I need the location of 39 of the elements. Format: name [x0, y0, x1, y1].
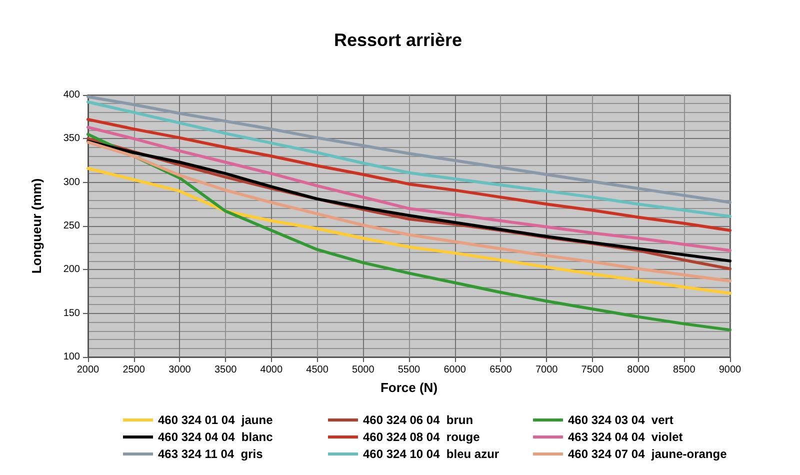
- x-tick-label: 2000: [76, 364, 100, 376]
- legend-label: 463 324 04 04 violet: [568, 430, 683, 444]
- legend-label: 460 324 10 04 bleu azur: [363, 447, 500, 461]
- y-tick-label: 400: [63, 90, 80, 100]
- x-tick-label: 4500: [306, 364, 329, 376]
- legend-label: 460 324 01 04 jaune: [158, 413, 274, 427]
- x-axis-title: Force (N): [380, 380, 438, 395]
- y-tick-label: 250: [63, 220, 80, 232]
- x-tick-label: 5000: [352, 364, 375, 376]
- x-tick-label: 5500: [398, 364, 421, 376]
- legend-label: 460 324 08 04 rouge: [363, 430, 480, 444]
- x-tick-label: 2500: [122, 364, 146, 376]
- x-tick-label: 6500: [490, 364, 512, 376]
- x-tick-label: 3500: [214, 364, 238, 376]
- legend-label: 460 324 04 04 blanc: [158, 430, 274, 444]
- legend-label: 463 324 11 04 gris: [158, 447, 264, 461]
- legend-label: 460 324 06 04 brun: [363, 413, 474, 427]
- legend-label: 460 324 07 04 jaune-orange: [568, 447, 728, 461]
- y-tick-label: 150: [63, 308, 80, 319]
- x-tick-label: 7000: [535, 364, 558, 376]
- line-series: [86, 118, 732, 232]
- x-tick-label: 4000: [260, 364, 283, 376]
- x-tick-label: 3000: [168, 364, 192, 376]
- x-tick-label: 8500: [673, 364, 696, 376]
- chart-title: Ressort arrière: [334, 30, 462, 50]
- y-tick-label: 200: [63, 264, 80, 276]
- legend-label: 460 324 03 04 vert: [568, 413, 674, 427]
- x-tick-label: 8000: [627, 364, 650, 376]
- line-series: [86, 126, 732, 252]
- x-tick-label: 6000: [444, 364, 466, 376]
- line-series: [86, 166, 732, 295]
- line-series: [86, 100, 732, 218]
- y-tick-label: 300: [63, 176, 80, 188]
- y-tick-label: 100: [63, 352, 80, 362]
- x-tick-label: 7500: [581, 364, 604, 376]
- x-tick-label: 9000: [718, 364, 742, 376]
- y-tick-label: 350: [63, 133, 80, 144]
- line-series: [86, 132, 732, 332]
- y-axis-title: Longueur (mm): [29, 178, 44, 274]
